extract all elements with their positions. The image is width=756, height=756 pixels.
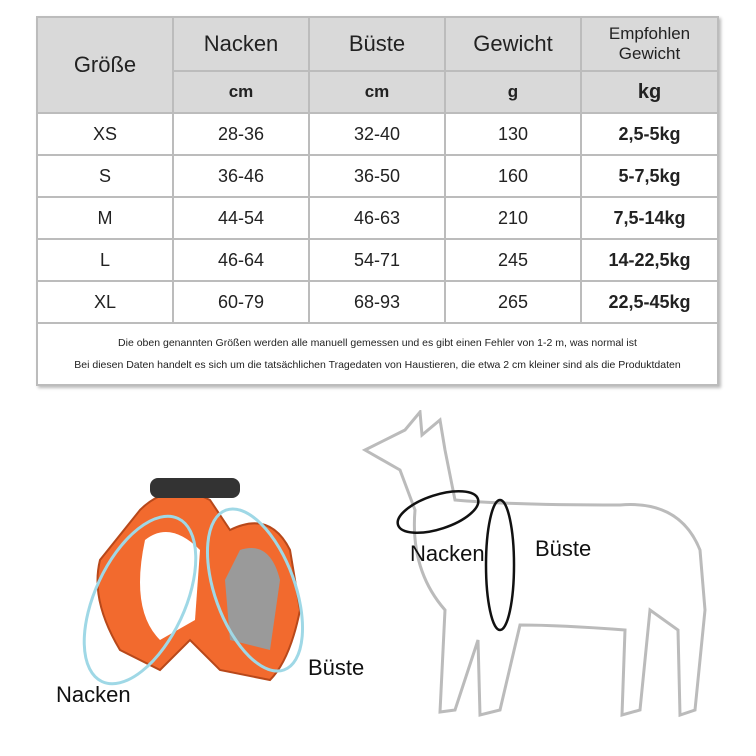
unit-chest: cm [308, 70, 446, 114]
table-row: M 44-54 46-63 210 7,5-14kg [36, 196, 719, 240]
cell-recommended-weight: 2,5-5kg [580, 112, 719, 156]
notes: Die oben genannten Größen werden alle ma… [36, 322, 719, 386]
cell-weight: 160 [444, 154, 582, 198]
cell-recommended-weight: 14-22,5kg [580, 238, 719, 282]
cell-chest: 46-63 [308, 196, 446, 240]
cell-neck: 28-36 [172, 112, 310, 156]
header-neck: Nacken [172, 16, 310, 72]
table-row: S 36-46 36-50 160 5-7,5kg [36, 154, 719, 198]
dog-chest-label: Büste [535, 536, 592, 561]
cell-weight: 210 [444, 196, 582, 240]
cell-recommended-weight: 22,5-45kg [580, 280, 719, 324]
cell-chest: 32-40 [308, 112, 446, 156]
size-table: Größe Nacken Büste Gewicht Empfohlen Gew… [36, 16, 719, 386]
cell-size: M [36, 196, 174, 240]
cell-weight: 265 [444, 280, 582, 324]
cell-weight: 130 [444, 112, 582, 156]
cell-neck: 36-46 [172, 154, 310, 198]
dog-outline [361, 410, 707, 718]
cell-recommended-weight: 7,5-14kg [580, 196, 719, 240]
header-chest: Büste [308, 16, 446, 72]
table-row: L 46-64 54-71 245 14-22,5kg [36, 238, 719, 282]
table-row: XL 60-79 68-93 265 22,5-45kg [36, 280, 719, 324]
cell-size: XL [36, 280, 174, 324]
header-recommended-weight: Empfohlen Gewicht [580, 16, 719, 72]
cell-size: XS [36, 112, 174, 156]
cell-size: L [36, 238, 174, 282]
note-1: Die oben genannten Größen werden alle ma… [118, 337, 637, 349]
table-row: XS 28-36 32-40 130 2,5-5kg [36, 112, 719, 156]
cell-chest: 54-71 [308, 238, 446, 282]
cell-weight: 245 [444, 238, 582, 282]
cell-neck: 60-79 [172, 280, 310, 324]
harness-chest-label: Büste [308, 655, 365, 680]
header-weight: Gewicht [444, 16, 582, 72]
unit-weight: g [444, 70, 582, 114]
unit-neck: cm [172, 70, 310, 114]
cell-size: S [36, 154, 174, 198]
cell-neck: 44-54 [172, 196, 310, 240]
harness-image [82, 478, 305, 686]
cell-chest: 36-50 [308, 154, 446, 198]
cell-recommended-weight: 5-7,5kg [580, 154, 719, 198]
cell-neck: 46-64 [172, 238, 310, 282]
dog-neck-label: Nacken [410, 541, 485, 566]
header-size: Größe [36, 16, 174, 114]
note-2: Bei diesen Daten handelt es sich um die … [74, 359, 681, 371]
cell-chest: 68-93 [308, 280, 446, 324]
unit-recommended: kg [580, 70, 719, 114]
harness-neck-label: Nacken [56, 682, 131, 707]
